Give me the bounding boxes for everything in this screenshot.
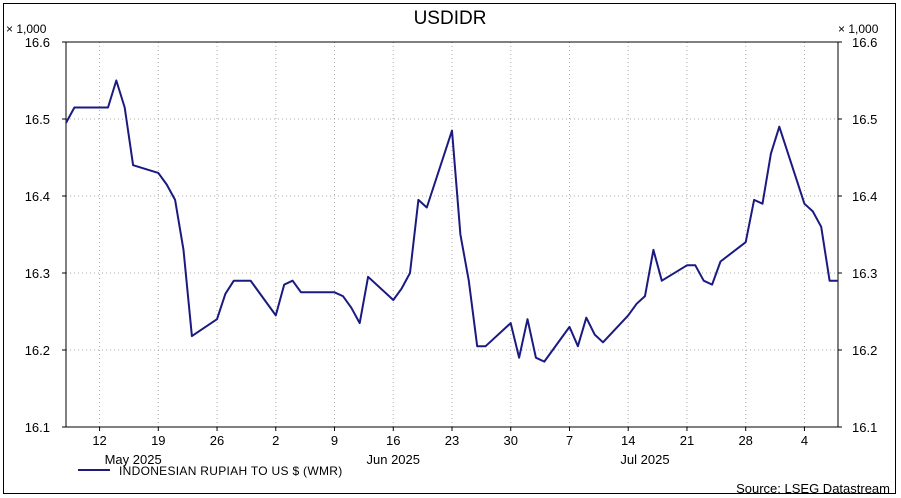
x-day-label: 7 [566,433,573,448]
x-day-label: 28 [738,433,752,448]
x-day-label: 26 [210,433,224,448]
y-tick-label-left: 16.5 [25,112,50,127]
x-day-label: 21 [680,433,694,448]
x-month-label: May 2025 [105,452,162,467]
x-day-label: 19 [151,433,165,448]
series-line [65,79,838,363]
x-day-label: 23 [445,433,459,448]
x-day-label: 2 [272,433,279,448]
chart-frame [3,3,896,494]
y-tick-label-left: 16.6 [25,35,50,50]
x-day-label: 30 [504,433,518,448]
x-day-label: 12 [92,433,106,448]
y-tick-label-right: 16.5 [852,112,877,127]
x-month-label: Jun 2025 [367,452,421,467]
x-day-label: 9 [331,433,338,448]
y-tick-label-left: 16.1 [25,420,50,435]
right-multiplier-label: × 1,000 [838,22,879,36]
legend-label: INDONESIAN RUPIAH TO US $ (WMR) [119,464,343,478]
y-tick-label-left: 16.2 [25,343,50,358]
x-day-label: 4 [801,433,808,448]
y-tick-label-right: 16.6 [852,35,877,50]
y-axis-left: 16.1 16.2 16.3 16.4 16.5 16.6 [25,35,66,435]
left-multiplier-label: × 1,000 [6,22,47,36]
x-month-label: Jul 2025 [620,452,669,467]
y-tick-label-right: 16.2 [852,343,877,358]
x-day-label: 16 [386,433,400,448]
y-tick-label-left: 16.3 [25,266,50,281]
y-tick-label-right: 16.4 [852,189,877,204]
x-day-label: 14 [621,433,635,448]
chart-title: USDIDR [414,8,487,29]
y-tick-label-right: 16.3 [852,266,877,281]
y-axis-right: 16.1 16.2 16.3 16.4 16.5 16.6 [838,35,877,435]
y-tick-label-left: 16.4 [25,189,50,204]
y-tick-label-right: 16.1 [852,420,877,435]
x-axis: 12 19 26 2 9 16 23 30 7 14 21 28 4 May 2025 Jun 2025 Ju… [92,427,808,467]
source-label: Source: LSEG Datastream [736,481,890,496]
